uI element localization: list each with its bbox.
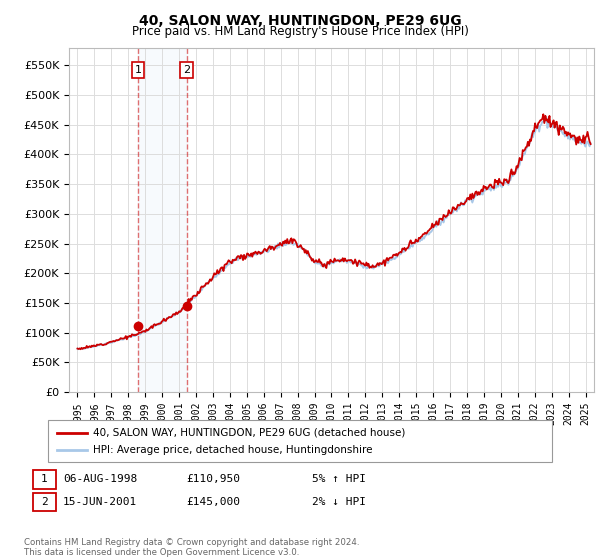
Text: 2% ↓ HPI: 2% ↓ HPI — [312, 497, 366, 507]
Text: 1: 1 — [41, 474, 48, 484]
Text: 40, SALON WAY, HUNTINGDON, PE29 6UG (detached house): 40, SALON WAY, HUNTINGDON, PE29 6UG (det… — [93, 428, 406, 437]
Text: 06-AUG-1998: 06-AUG-1998 — [63, 474, 137, 484]
Text: 2: 2 — [41, 497, 48, 507]
Text: £145,000: £145,000 — [186, 497, 240, 507]
Text: 15-JUN-2001: 15-JUN-2001 — [63, 497, 137, 507]
Text: 5% ↑ HPI: 5% ↑ HPI — [312, 474, 366, 484]
Text: 2: 2 — [183, 65, 190, 75]
Text: Contains HM Land Registry data © Crown copyright and database right 2024.
This d: Contains HM Land Registry data © Crown c… — [24, 538, 359, 557]
Text: Price paid vs. HM Land Registry's House Price Index (HPI): Price paid vs. HM Land Registry's House … — [131, 25, 469, 38]
Text: 40, SALON WAY, HUNTINGDON, PE29 6UG: 40, SALON WAY, HUNTINGDON, PE29 6UG — [139, 14, 461, 28]
Text: 1: 1 — [134, 65, 142, 75]
Bar — [138, 48, 187, 392]
Text: HPI: Average price, detached house, Huntingdonshire: HPI: Average price, detached house, Hunt… — [93, 445, 373, 455]
Text: £110,950: £110,950 — [186, 474, 240, 484]
